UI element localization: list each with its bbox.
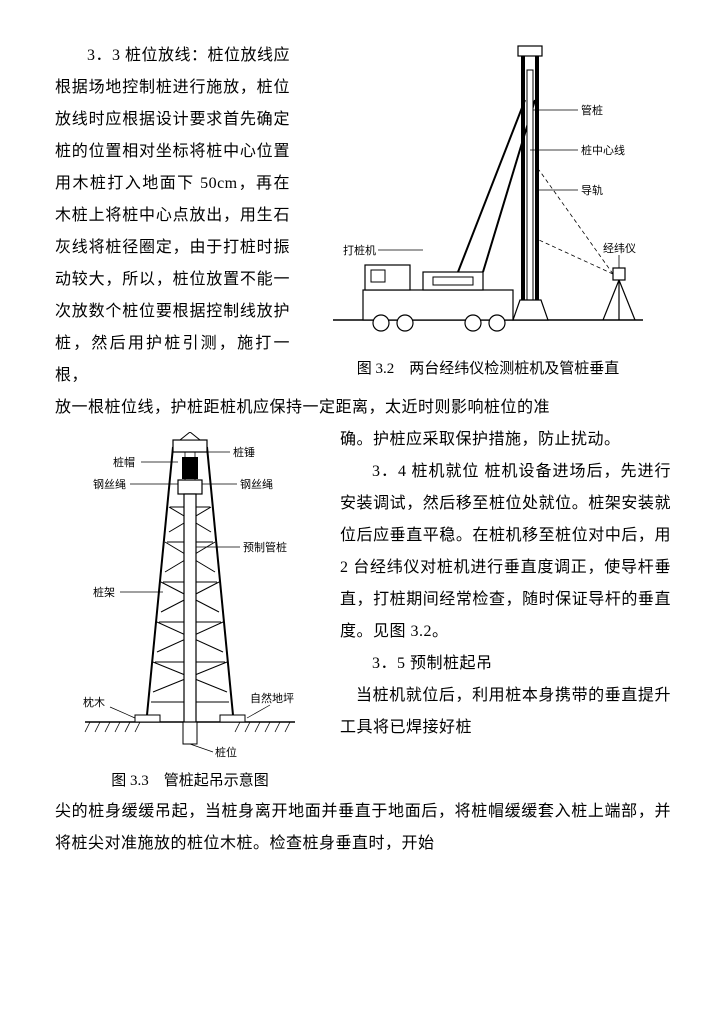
figure-3-3-caption: 图 3.3 管桩起吊示意图 [55,766,325,796]
right-column-text: 确。护桩应采取保护措施，防止扰动。 3．4 桩机就位 桩机设备进场后，先进行安装… [340,424,671,796]
svg-text:打桩机: 打桩机 [343,243,376,257]
bottom-continuation: 尖的桩身缓缓吊起，当桩身离开地面并垂直于地面后，将桩帽缓缓套入桩上端部，并将桩尖… [55,796,671,860]
svg-text:自然地坪: 自然地坪 [250,691,294,705]
svg-text:管桩: 管桩 [581,103,603,117]
figure-3-2-svg: 管桩 桩中心线 导轨 打桩机 经纬仪 [323,40,653,350]
section-3-5-heading: 3．5 预制桩起吊 [340,648,671,680]
svg-text:桩帽: 桩帽 [113,455,135,469]
figure-3-2-caption: 图 3.2 两台经纬仪检测桩机及管桩垂直 [305,354,671,384]
svg-text:钢丝绳: 钢丝绳 [240,477,273,491]
section-3-3-paragraph: 3．3 桩位放线：桩位放线应根据场地控制桩进行施放，桩位放线时应根据设计要求首先… [55,40,290,392]
mid-continuation-line: 放一根桩位线，护桩距桩机应保持一定距离，太近时则影响桩位的准 [55,392,671,424]
figure-3-2-container: 管桩 桩中心线 导轨 打桩机 经纬仪 图 3.2 两台经纬仪检测桩机及管桩垂直 [305,40,671,392]
figure-3-3-container: 桩帽 钢丝绳 桩架 枕木 桩锤 钢丝绳 预制管桩 自然地坪 桩位 图 3.3 管… [55,424,325,796]
svg-text:桩锤: 桩锤 [233,445,255,459]
svg-text:桩中心线: 桩中心线 [581,143,625,157]
svg-text:预制管桩: 预制管桩 [243,540,287,554]
protect-pile-continuation: 确。护桩应采取保护措施，防止扰动。 [340,424,671,456]
svg-text:桩架: 桩架 [93,585,115,599]
section-3-3-text: 3．3 桩位放线：桩位放线应根据场地控制桩进行施放，桩位放线时应根据设计要求首先… [55,40,290,392]
svg-text:导轨: 导轨 [581,183,603,197]
svg-text:桩位: 桩位 [215,745,237,759]
section-3-5-paragraph-start: 当桩机就位后，利用桩本身携带的垂直提升工具将已焊接好桩 [340,680,671,744]
section-3-4-paragraph: 3．4 桩机就位 桩机设备进场后，先进行安装调试，然后移至桩位处就位。桩架安装就… [340,456,671,648]
svg-text:枕木: 枕木 [83,695,105,709]
svg-text:经纬仪: 经纬仪 [603,242,636,255]
svg-text:钢丝绳: 钢丝绳 [93,477,126,491]
figure-3-3-svg: 桩帽 钢丝绳 桩架 枕木 桩锤 钢丝绳 预制管桩 自然地坪 桩位 [65,432,315,762]
